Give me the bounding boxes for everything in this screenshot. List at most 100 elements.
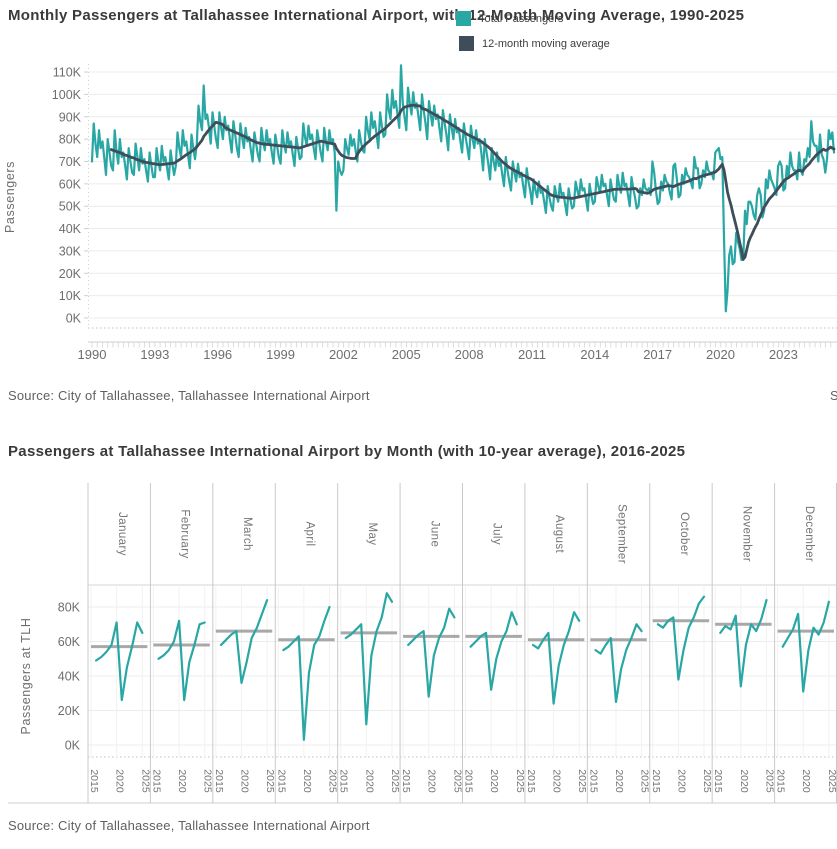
panel-year-tick-label: 2015	[400, 769, 412, 793]
panel-january: January 2015 2020 2025	[88, 512, 151, 793]
panel-series-line	[531, 611, 581, 705]
legend-label-moving-average: 12-month moving average	[482, 37, 610, 50]
legend-item-moving-average[interactable]: 12-month moving average	[459, 35, 610, 52]
panel-year-tick-label: 2015	[525, 769, 537, 793]
panel-month-label: February	[179, 509, 191, 558]
chart1-y-tick-label: 90K	[59, 110, 82, 124]
chart1-y-tick-label: 20K	[59, 267, 82, 281]
chart1-y-tick-label: 30K	[59, 244, 82, 258]
chart2-panel-separators	[87, 483, 837, 803]
legend-swatch-total-passengers	[456, 11, 471, 26]
chart2-y-tick-label: 40K	[58, 670, 81, 684]
panel-month-label: September	[616, 504, 628, 564]
chart1-x-tick-label: 1999	[266, 347, 295, 362]
panel-year-tick-label: 2020	[238, 769, 250, 793]
panel-series-line	[407, 607, 456, 698]
panel-month-label: August	[553, 515, 565, 554]
chart1-x-tick-label: 1993	[140, 347, 169, 362]
panel-month-label: June	[428, 521, 440, 548]
chart1-x-tick-label: 2002	[329, 347, 358, 362]
chart1-x-tick-label: 2008	[455, 347, 484, 362]
chart2-y-tick-label: 80K	[58, 601, 81, 615]
panel-series-line	[469, 611, 518, 691]
panel-august: August 2015 2020 2025	[525, 515, 588, 793]
panel-series-line	[719, 599, 768, 688]
chart1-y-gridlines: 0K 10K 20K 30K 40K 50K 60K 70K 80K 90K 100K 110K	[52, 66, 837, 326]
panel-year-tick-label: 2025	[763, 769, 775, 793]
panel-year-tick-label: 2020	[176, 769, 188, 793]
chart1-x-tick-label: 2011	[518, 347, 546, 362]
chart1-x-tick-label: 2023	[769, 347, 798, 362]
chart1-y-tick-label: 40K	[59, 222, 82, 236]
panel-month-label: July	[491, 523, 503, 545]
panel-month-label: October	[678, 512, 690, 556]
chart1-y-axis-title: Passengers	[3, 161, 17, 233]
chart2-y-tick-label: 0K	[65, 739, 81, 753]
panel-year-tick-label: 2020	[613, 769, 625, 793]
chart1-x-tick-label: 1996	[203, 347, 232, 362]
legend-item-total-passengers[interactable]: Total Passengers	[456, 10, 610, 27]
panel-year-tick-label: 2015	[587, 769, 599, 793]
chart1-y-tick-label: 10K	[59, 289, 82, 303]
panel-february: February 2015 2020 2025	[150, 509, 213, 792]
panel-year-tick-label: 2015	[775, 769, 787, 793]
chart2-plot: 0K 20K 40K 60K 80K Passengers at TLH January 20…	[8, 483, 837, 804]
panel-series-line	[594, 623, 643, 703]
panel-year-tick-label: 2015	[338, 769, 350, 793]
panel-series-line	[95, 621, 144, 702]
chart2-source: Source: City of Tallahassee, Tallahassee…	[8, 818, 370, 833]
panel-may: May 2015 2020 2025	[338, 523, 401, 793]
chart1-minor-ticks	[91, 342, 832, 348]
panel-year-tick-label: 2015	[712, 769, 724, 793]
panel-series-line	[282, 605, 331, 741]
panel-year-tick-label: 2020	[551, 769, 563, 793]
chart2-y-tick-label: 20K	[58, 704, 81, 718]
panel-year-tick-label: 2025	[139, 769, 151, 793]
panel-year-tick-label: 2020	[488, 769, 500, 793]
chart2-y-tick-label: 60K	[58, 635, 81, 649]
panel-series-line	[781, 600, 830, 693]
panel-month-label: January	[116, 512, 128, 556]
panel-series-line	[344, 592, 394, 726]
panel-month-label: May	[366, 523, 378, 546]
panel-year-tick-label: 2025	[451, 769, 463, 793]
panel-year-tick-label: 2020	[675, 769, 687, 793]
panel-year-tick-label: 2025	[514, 769, 526, 793]
panel-year-tick-label: 2015	[463, 769, 475, 793]
chart2-y-axis-title: Passengers at TLH	[19, 618, 33, 735]
panel-year-tick-label: 2020	[363, 769, 375, 793]
panel-month-label: April	[303, 521, 315, 546]
chart1-title: Monthly Passengers at Tallahassee Intern…	[8, 7, 745, 24]
panel-july: July 2015 2020 2025	[463, 523, 526, 793]
panel-year-tick-label: 2020	[114, 769, 126, 793]
chart1-y-tick-label: 60K	[59, 177, 82, 191]
chart1-y-tick-label: 100K	[52, 88, 82, 102]
panel-year-tick-label: 2015	[275, 769, 287, 793]
chart1-y-tick-label: 110K	[53, 66, 82, 80]
panel-year-tick-label: 2020	[301, 769, 313, 793]
panel-series-line	[656, 595, 706, 681]
panel-year-tick-label: 2025	[389, 769, 401, 793]
panel-year-tick-label: 2025	[576, 769, 588, 793]
panel-month-label: December	[803, 506, 815, 562]
legend-swatch-moving-average	[459, 36, 474, 51]
panel-year-tick-label: 2020	[426, 769, 438, 793]
panel-month-label: November	[740, 506, 752, 562]
chart1-legend: Total Passengers 12-month moving average	[456, 10, 610, 60]
chart1-x-tick-label: 2005	[392, 347, 421, 362]
panel-april: April 2015 2020 2025	[275, 521, 338, 792]
panel-year-tick-label: 2025	[701, 769, 713, 793]
panel-december: December 2015 2020 2025	[775, 506, 837, 793]
chart1-plot: 0K 10K 20K 30K 40K 50K 60K 70K 80K 90K 100K 110K Pas…	[3, 64, 837, 362]
panel-year-tick-label: 2025	[639, 769, 651, 793]
panel-year-tick-label: 2015	[88, 769, 100, 793]
panel-november: November 2015 2020 2025	[712, 506, 775, 793]
chart1-y-tick-label: 80K	[59, 133, 82, 147]
panel-june: June 2015 2020 2025	[400, 521, 463, 793]
panel-series-line	[219, 599, 269, 684]
total-passengers-line	[90, 64, 836, 313]
panel-march: March 2015 2020 2025	[213, 517, 276, 793]
panel-september: September 2015 2020 2025	[587, 504, 650, 793]
